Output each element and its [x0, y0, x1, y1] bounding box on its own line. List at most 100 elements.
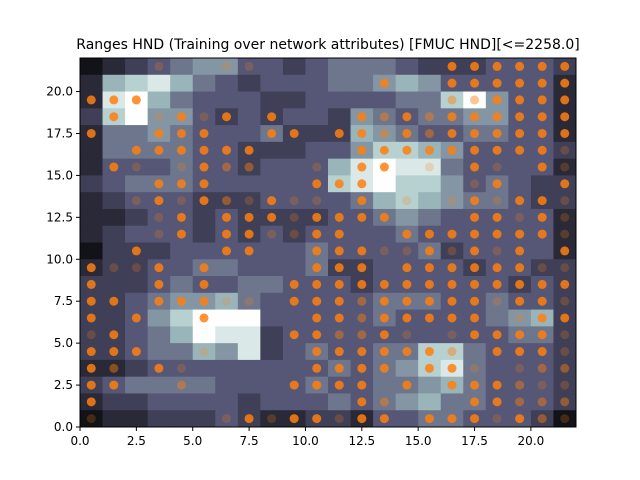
data-point	[447, 61, 457, 71]
data-point	[357, 397, 367, 407]
heatmap-cell	[282, 242, 306, 260]
data-point	[154, 363, 164, 373]
data-point	[379, 128, 389, 138]
heatmap-cell	[125, 276, 149, 294]
data-point	[402, 128, 412, 138]
data-point	[492, 296, 502, 306]
heatmap-cell	[553, 158, 577, 176]
data-point	[492, 78, 502, 88]
data-point	[515, 263, 525, 273]
data-point	[379, 246, 389, 256]
data-point	[176, 363, 186, 373]
data-point	[334, 246, 344, 256]
data-point	[515, 313, 525, 323]
data-point	[289, 414, 299, 424]
data-point	[379, 78, 389, 88]
data-point	[537, 61, 547, 71]
data-point	[312, 380, 322, 390]
heatmap-cell	[305, 192, 329, 210]
heatmap-cell	[147, 326, 171, 344]
heatmap-cell	[102, 141, 126, 160]
data-point	[470, 145, 480, 155]
heatmap-cell	[373, 259, 397, 277]
data-point	[222, 145, 232, 155]
heatmap-cell	[125, 292, 149, 310]
heatmap-cell	[147, 158, 171, 176]
data-point	[312, 212, 322, 222]
heatmap-cell	[530, 376, 554, 394]
heatmap-cell	[373, 242, 397, 260]
heatmap-cell	[192, 410, 216, 428]
data-point	[176, 128, 186, 138]
heatmap-cell	[260, 326, 284, 344]
heatmap-cell	[418, 158, 442, 176]
heatmap-cell	[125, 410, 149, 428]
heatmap-cell	[102, 242, 126, 260]
data-point	[312, 363, 322, 373]
heatmap-cell	[80, 58, 103, 76]
heatmap-cell	[260, 225, 284, 243]
heatmap-cell	[373, 58, 397, 76]
heatmap-cell	[373, 393, 397, 411]
heatmap-cell	[80, 158, 103, 176]
heatmap-cell	[102, 208, 126, 227]
data-point	[334, 128, 344, 138]
heatmap-cell	[215, 192, 239, 210]
data-point	[109, 347, 119, 357]
data-point	[222, 196, 232, 206]
data-point	[154, 145, 164, 155]
data-point	[447, 363, 457, 373]
heatmap-cell	[80, 74, 103, 92]
data-point	[312, 229, 322, 239]
data-point	[560, 279, 570, 289]
heatmap-cell	[192, 208, 216, 227]
data-point	[154, 263, 164, 273]
data-point	[470, 212, 480, 222]
data-point	[492, 196, 502, 206]
data-point	[357, 296, 367, 306]
data-point	[537, 279, 547, 289]
data-point	[492, 179, 502, 189]
data-point	[560, 145, 570, 155]
heatmap-cell	[328, 192, 351, 210]
heatmap-cell	[237, 259, 261, 277]
heatmap-cell	[373, 91, 397, 109]
heatmap-cell	[395, 91, 419, 109]
data-point	[492, 229, 502, 239]
data-point	[560, 112, 570, 122]
heatmap-cell	[80, 410, 103, 428]
data-point	[222, 212, 232, 222]
data-point	[560, 246, 570, 256]
chart-title: Ranges HND (Training over network attrib…	[76, 37, 579, 53]
heatmap-cell	[350, 309, 374, 327]
heatmap-cell	[373, 225, 397, 243]
heatmap-cell	[440, 175, 464, 193]
heatmap-cell	[147, 343, 171, 361]
data-point	[289, 279, 299, 289]
x-tick-label: 20.0	[518, 434, 545, 448]
heatmap-cell	[305, 125, 329, 143]
data-point	[447, 313, 457, 323]
heatmap-cell	[463, 343, 487, 361]
heatmap-cell	[418, 58, 442, 76]
heatmap-cell	[215, 175, 239, 193]
heatmap-cell	[282, 175, 306, 193]
heatmap-cell	[530, 175, 554, 193]
heatmap-cell	[485, 359, 509, 378]
data-point	[447, 246, 457, 256]
data-point	[492, 347, 502, 357]
data-point	[537, 128, 547, 138]
data-point	[334, 414, 344, 424]
heatmap-cell	[418, 376, 442, 394]
data-point	[492, 397, 502, 407]
data-point	[109, 162, 119, 172]
data-point	[402, 229, 412, 239]
heatmap-cell	[102, 58, 126, 76]
heatmap-cell	[530, 242, 554, 260]
data-point	[244, 162, 254, 172]
data-point	[199, 196, 209, 206]
data-point	[470, 296, 480, 306]
heatmap-cell	[282, 343, 306, 361]
data-point	[154, 279, 164, 289]
